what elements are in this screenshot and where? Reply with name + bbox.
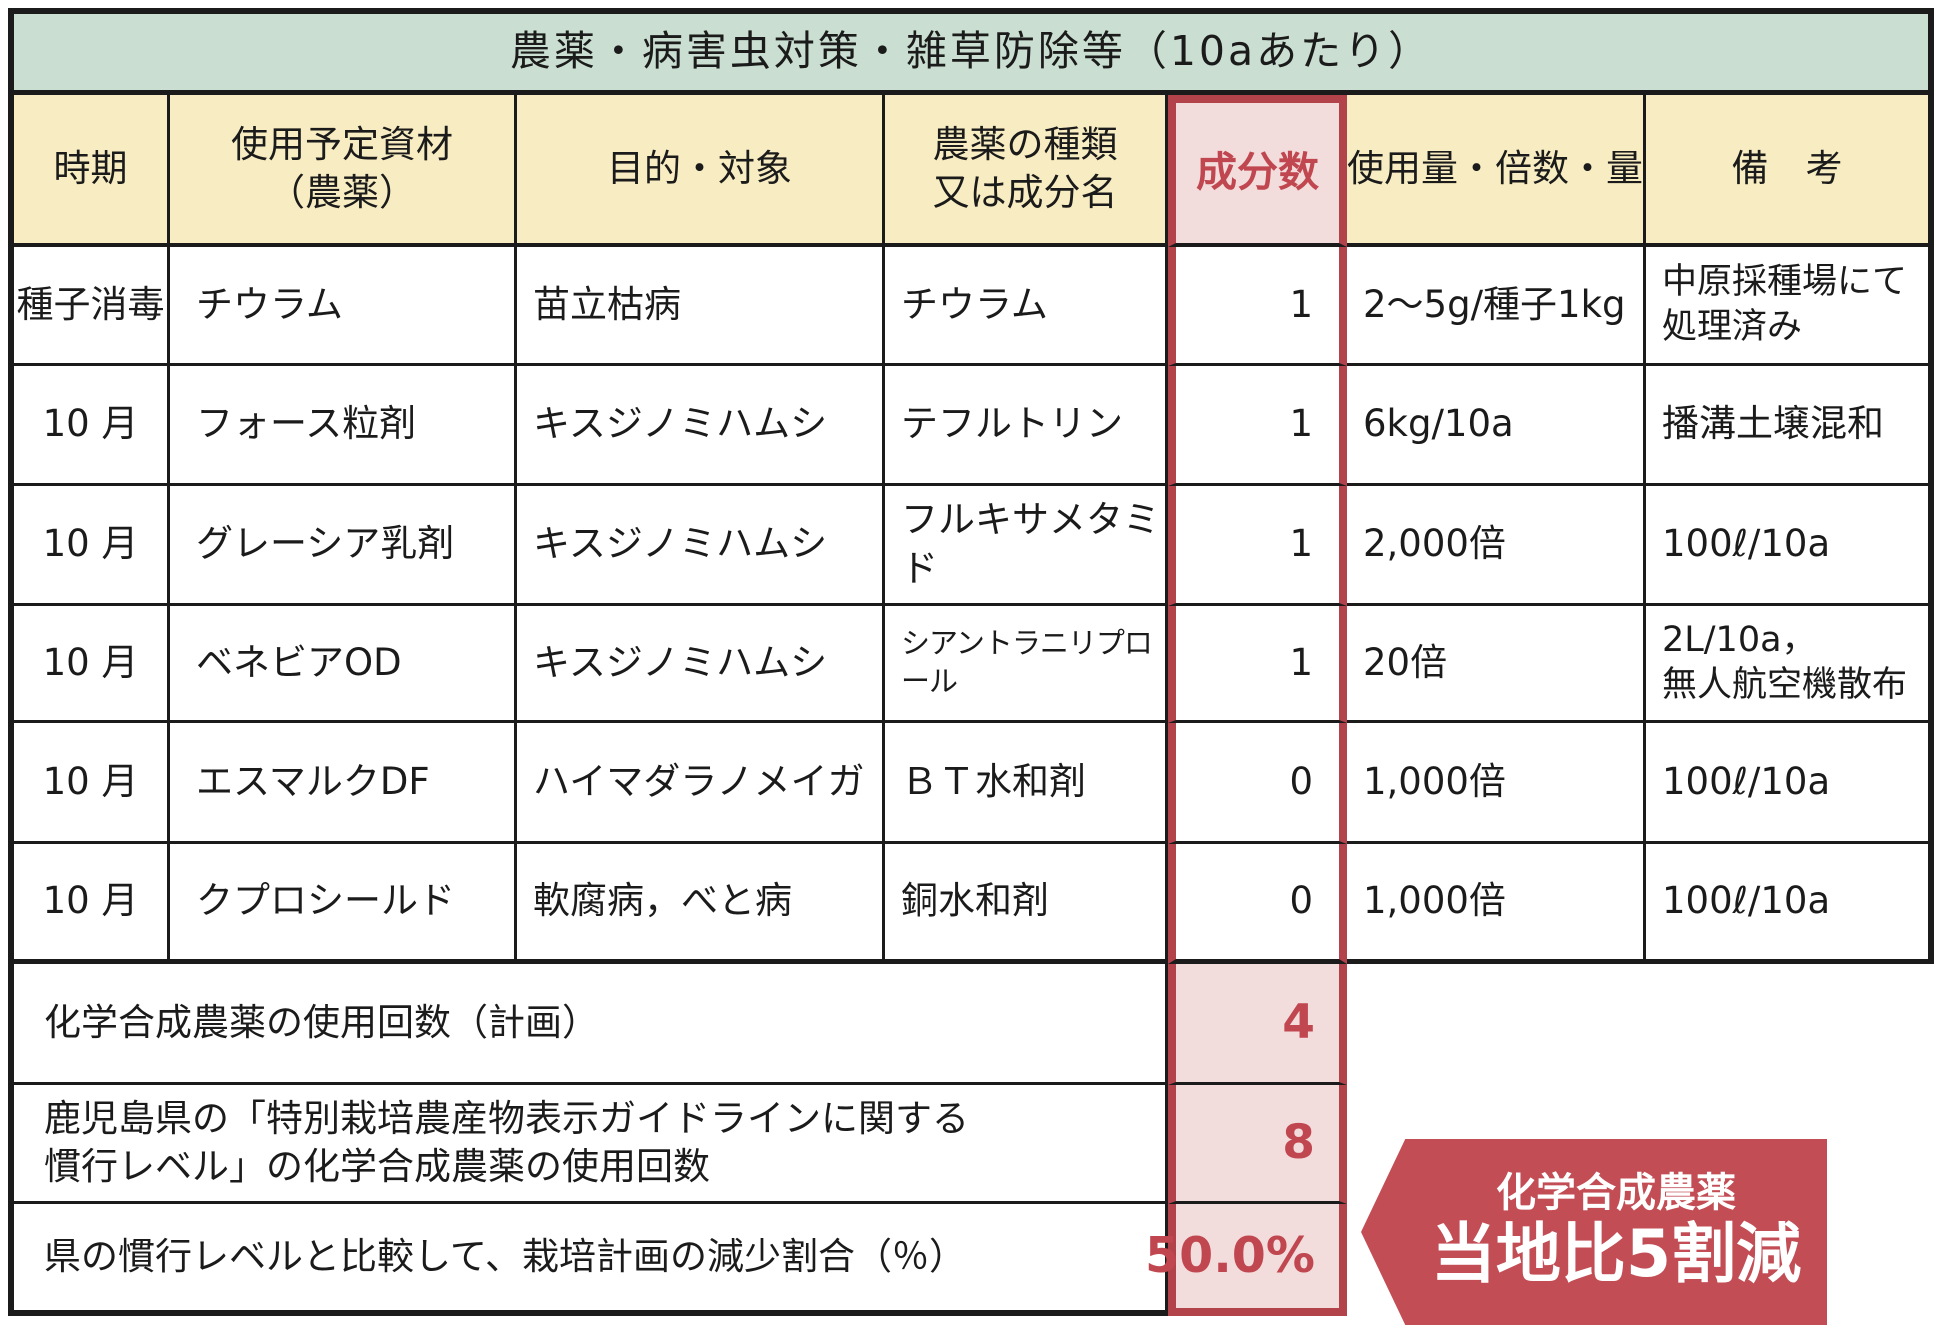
table-row-cell: 軟腐病，べと病	[517, 844, 885, 964]
summary-value-prefecture-standard-count: 8	[1168, 1085, 1347, 1204]
table-row-cell: ハイマダラノメイガ	[517, 723, 885, 844]
table-row-cell: 中原採種場にて 処理済み	[1646, 247, 1934, 366]
table-row-cell: 1	[1168, 486, 1347, 606]
table-row-cell: 20倍	[1347, 606, 1646, 723]
table-row-cell: 1,000倍	[1347, 844, 1646, 964]
table-row-cell: 種子消毒	[8, 247, 170, 366]
table-row-cell: 2,000倍	[1347, 486, 1646, 606]
summary-value-reduction-ratio: 50.0%	[1145, 1204, 1347, 1316]
table-row-cell: 苗立枯病	[517, 247, 885, 366]
col-header-component-count: 成分数	[1168, 95, 1347, 247]
col-header-period: 時期	[8, 95, 170, 247]
reduction-callout-arrow: 化学合成農薬 当地比5割減	[1361, 1139, 1827, 1325]
table-row-cell: エスマルクDF	[170, 723, 517, 844]
table-row-cell: 0	[1168, 844, 1347, 964]
summary-blank-area	[1347, 964, 1934, 1085]
table-row-cell: 10 月	[8, 723, 170, 844]
table-row-cell: 10 月	[8, 606, 170, 723]
table-row-cell: フォース粒剤	[170, 366, 517, 486]
pesticide-plan-table: 農薬・病害虫対策・雑草防除等（10aあたり） 時期 使用予定資材 （農薬） 目的…	[8, 8, 1934, 1316]
col-header-amount: 使用量・倍数・量	[1347, 95, 1646, 247]
summary-label-prefecture-standard-count: 鹿児島県の「特別栽培農産物表示ガイドラインに関する 慣行レベル」の化学合成農薬の…	[8, 1085, 1168, 1204]
callout-line-1: 化学合成農薬	[1496, 1170, 1736, 1216]
table-row-cell: 1	[1168, 606, 1347, 723]
table-row-cell: チウラム	[885, 247, 1168, 366]
table-row-cell: ＢＴ水和剤	[885, 723, 1168, 844]
callout-line-2: 当地比5割減	[1430, 1217, 1802, 1292]
table-row-cell: ベネビアOD	[170, 606, 517, 723]
table-row-cell: チウラム	[170, 247, 517, 366]
table-row-cell: 1	[1168, 247, 1347, 366]
summary-label-planned-use-count: 化学合成農薬の使用回数（計画）	[8, 964, 1168, 1085]
summary-label-reduction-ratio: 県の慣行レベルと比較して、栽培計画の減少割合（％）	[8, 1204, 1168, 1316]
table-row-cell: 6kg/10a	[1347, 366, 1646, 486]
col-header-remarks: 備 考	[1646, 95, 1934, 247]
table-title: 農薬・病害虫対策・雑草防除等（10aあたり）	[8, 8, 1934, 95]
table-row-cell: 銅水和剤	[885, 844, 1168, 964]
table-row-cell: クプロシールド	[170, 844, 517, 964]
summary-value-planned-use-count: 4	[1168, 964, 1347, 1085]
table-row-cell: キスジノミハムシ	[517, 486, 885, 606]
col-header-ingredient-name: 農薬の種類 又は成分名	[885, 95, 1168, 247]
table-row-cell: 播溝土壌混和	[1646, 366, 1934, 486]
table-row-cell: 0	[1168, 723, 1347, 844]
table-row-cell: 100ℓ/10a	[1646, 844, 1934, 964]
col-header-material: 使用予定資材 （農薬）	[170, 95, 517, 247]
table-row-cell: 100ℓ/10a	[1646, 723, 1934, 844]
table-row-cell: 10 月	[8, 844, 170, 964]
table-row-cell: キスジノミハムシ	[517, 606, 885, 723]
table-row-cell: 1	[1168, 366, 1347, 486]
table-row-cell: 100ℓ/10a	[1646, 486, 1934, 606]
table-row-cell: 1,000倍	[1347, 723, 1646, 844]
table-row-cell: グレーシア乳剤	[170, 486, 517, 606]
table-row-cell: テフルトリン	[885, 366, 1168, 486]
table-row-cell: キスジノミハムシ	[517, 366, 885, 486]
table-row-cell: シアントラニリプロール	[885, 606, 1168, 723]
table-row-cell: フルキサメタミド	[885, 486, 1168, 606]
table-row-cell: 2〜5g/種子1kg	[1347, 247, 1646, 366]
table-row-cell: 10 月	[8, 486, 170, 606]
table-row-cell: 10 月	[8, 366, 170, 486]
table-row-cell: 2L/10a， 無人航空機散布	[1646, 606, 1934, 723]
col-header-purpose: 目的・対象	[517, 95, 885, 247]
